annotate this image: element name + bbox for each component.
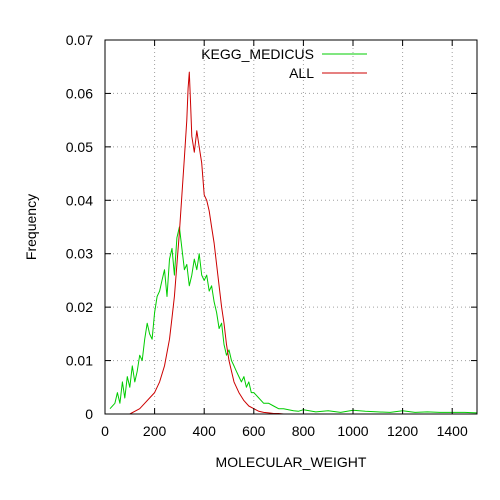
y-tick-label: 0.01 bbox=[66, 353, 93, 369]
grid bbox=[105, 40, 477, 414]
y-tick-label: 0.02 bbox=[66, 299, 93, 315]
series-line-all bbox=[129, 71, 284, 415]
legend-label-all: ALL bbox=[289, 65, 314, 81]
series-layer bbox=[109, 71, 478, 415]
y-axis-label: Frequency bbox=[23, 194, 39, 260]
x-tick-label: 0 bbox=[101, 423, 109, 439]
x-tick-label: 1400 bbox=[437, 423, 468, 439]
y-tick-label: 0.04 bbox=[66, 192, 93, 208]
y-tick-label: 0.03 bbox=[66, 246, 93, 262]
series-line-kegg-medicus bbox=[109, 226, 478, 414]
x-axis-label: MOLECULAR_WEIGHT bbox=[216, 454, 367, 470]
x-tick-label: 1000 bbox=[337, 423, 368, 439]
legend: KEGG_MEDICUS ALL bbox=[201, 46, 367, 81]
y-tick-label: 0.05 bbox=[66, 139, 93, 155]
y-tick-label: 0.07 bbox=[66, 32, 93, 48]
axis-ticks bbox=[104, 39, 477, 415]
x-tick-label: 600 bbox=[242, 423, 266, 439]
y-tick-labels: 0 0.01 0.02 0.03 0.04 0.05 0.06 0.07 bbox=[66, 32, 93, 422]
x-tick-label: 800 bbox=[292, 423, 316, 439]
y-tick-label: 0 bbox=[85, 406, 93, 422]
x-tick-label: 200 bbox=[143, 423, 167, 439]
y-tick-label: 0.06 bbox=[66, 85, 93, 101]
x-tick-labels: 0 200 400 600 800 1000 1200 1400 bbox=[101, 423, 468, 439]
legend-label-kegg-medicus: KEGG_MEDICUS bbox=[201, 46, 314, 62]
x-tick-label: 1200 bbox=[387, 423, 418, 439]
x-tick-label: 400 bbox=[193, 423, 217, 439]
plot-frame bbox=[104, 39, 478, 415]
